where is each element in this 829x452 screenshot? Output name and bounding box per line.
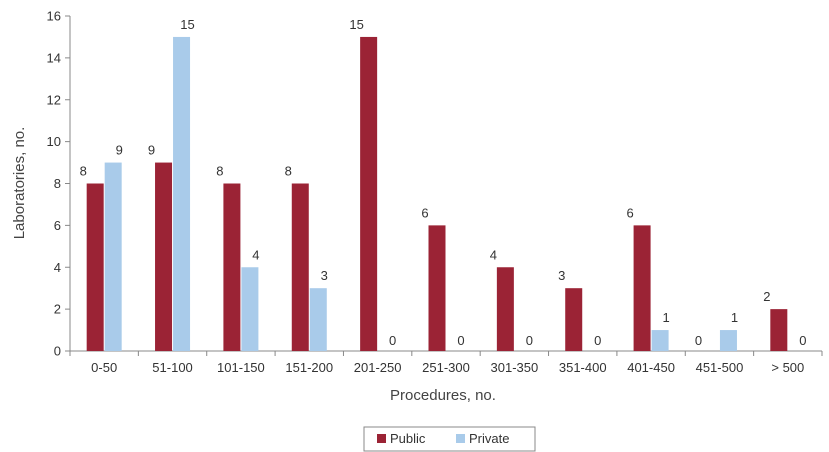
bar-private (719, 330, 737, 351)
bar-public (428, 225, 446, 351)
data-label-public: 6 (626, 205, 633, 220)
data-label-public: 0 (695, 333, 702, 348)
legend-swatch-private (456, 434, 465, 443)
data-label-private: 0 (457, 333, 464, 348)
data-label-public: 8 (285, 164, 292, 179)
bars (86, 36, 788, 351)
x-axis-title: Procedures, no. (390, 387, 496, 404)
data-label-private: 3 (321, 268, 328, 283)
data-label-private: 4 (252, 247, 259, 262)
y-tick-label: 16 (47, 9, 61, 24)
bar-private (309, 288, 327, 351)
y-axis: 0 2 4 6 8 10 12 14 16 (47, 9, 71, 359)
bar-private (173, 36, 191, 351)
y-tick-label: 14 (47, 50, 61, 65)
data-label-private: 0 (526, 333, 533, 348)
x-tick-label: > 500 (771, 360, 804, 375)
y-tick-label: 0 (54, 344, 61, 359)
data-label-public: 9 (148, 143, 155, 158)
x-tick-label: 51-100 (152, 360, 192, 375)
data-label-public: 15 (349, 17, 363, 32)
y-axis-title: Laboratories, no. (11, 127, 28, 240)
legend-label-public: Public (390, 431, 426, 446)
data-label-private: 0 (389, 333, 396, 348)
bar-private (651, 330, 669, 351)
data-label-private: 9 (116, 143, 123, 158)
data-label-private: 1 (662, 310, 669, 325)
x-axis: 0-50 51-100 101-150 151-200 201-250 251-300 30… (69, 350, 823, 375)
data-label-public: 3 (558, 268, 565, 283)
bar-public (291, 183, 309, 351)
y-tick-label: 8 (54, 176, 61, 191)
bar-public (496, 267, 514, 351)
bar-public (86, 183, 104, 351)
y-tick-label: 6 (54, 218, 61, 233)
bar-public (565, 288, 583, 351)
y-tick-label: 10 (47, 134, 61, 149)
x-tick-label: 101-150 (217, 360, 265, 375)
x-tick-label: 0-50 (91, 360, 117, 375)
bar-private (241, 267, 259, 351)
bar-public (223, 183, 241, 351)
y-tick-label: 4 (54, 260, 61, 275)
bar-public (770, 309, 788, 351)
x-tick-label: 201-250 (354, 360, 402, 375)
data-labels: 8 9 8 8 15 6 4 3 6 0 2 9 15 4 3 0 0 0 0 1 1 0 (80, 17, 807, 348)
x-tick-label: 301-350 (491, 360, 539, 375)
legend: Public Private (363, 426, 536, 452)
data-label-public: 4 (490, 247, 497, 262)
data-label-public: 2 (763, 289, 770, 304)
x-tick-label: 451-500 (696, 360, 744, 375)
bar-public (633, 225, 651, 351)
data-label-public: 6 (421, 205, 428, 220)
legend-label-private: Private (469, 431, 509, 446)
y-tick-label: 2 (54, 302, 61, 317)
bar-public (155, 162, 173, 351)
x-tick-label: 251-300 (422, 360, 470, 375)
data-label-private: 1 (731, 310, 738, 325)
x-tick-label: 151-200 (285, 360, 333, 375)
y-tick-label: 12 (47, 92, 61, 107)
data-label-private: 15 (180, 17, 194, 32)
bar-private (104, 162, 122, 351)
legend-swatch-public (377, 434, 386, 443)
data-label-private: 0 (594, 333, 601, 348)
bar-public (360, 36, 378, 351)
data-label-private: 0 (799, 333, 806, 348)
data-label-public: 8 (80, 164, 87, 179)
x-tick-label: 401-450 (627, 360, 675, 375)
x-tick-label: 351-400 (559, 360, 607, 375)
legend-frame (363, 426, 536, 452)
data-label-public: 8 (216, 164, 223, 179)
